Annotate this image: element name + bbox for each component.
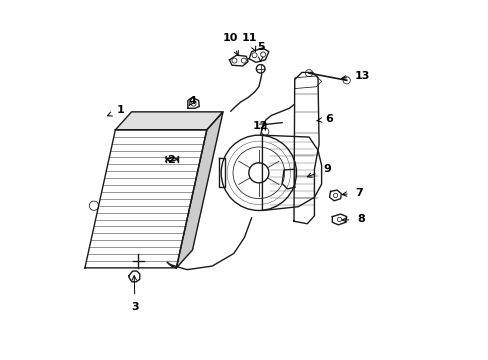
Polygon shape bbox=[129, 271, 140, 282]
Text: 4: 4 bbox=[188, 96, 196, 106]
Polygon shape bbox=[294, 76, 321, 89]
Text: 1: 1 bbox=[107, 105, 124, 116]
Polygon shape bbox=[187, 98, 199, 108]
Text: 13: 13 bbox=[341, 71, 370, 81]
Polygon shape bbox=[293, 72, 319, 224]
Polygon shape bbox=[262, 135, 321, 211]
Text: 6: 6 bbox=[316, 114, 332, 124]
Text: 7: 7 bbox=[342, 188, 363, 198]
Text: 12: 12 bbox=[252, 121, 268, 131]
Text: 5: 5 bbox=[256, 42, 264, 62]
Polygon shape bbox=[229, 55, 247, 66]
Text: 2: 2 bbox=[165, 155, 175, 165]
Text: 11: 11 bbox=[242, 33, 257, 51]
Polygon shape bbox=[249, 48, 268, 62]
Polygon shape bbox=[332, 214, 346, 225]
Polygon shape bbox=[282, 169, 294, 189]
Polygon shape bbox=[115, 112, 223, 130]
Polygon shape bbox=[176, 112, 223, 268]
Text: 10: 10 bbox=[222, 33, 238, 55]
Text: 3: 3 bbox=[131, 276, 139, 312]
Polygon shape bbox=[85, 130, 206, 268]
Text: 8: 8 bbox=[342, 215, 364, 224]
Polygon shape bbox=[329, 190, 341, 201]
Text: 9: 9 bbox=[306, 164, 330, 177]
